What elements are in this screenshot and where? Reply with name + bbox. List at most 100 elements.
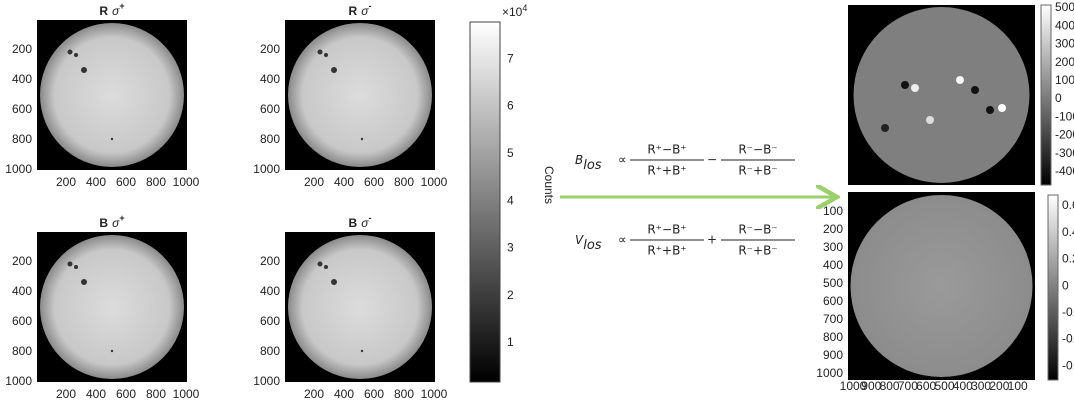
lhs-symbol: V [575,233,584,247]
colorbar-tick-label: 500 [1055,0,1074,14]
y-tick-label: 1000 [5,374,32,388]
title-letter: R [99,4,108,18]
y-tick-label: 700 [823,312,843,326]
y-tick-label: 600 [260,102,280,116]
solar-disk [288,235,432,379]
sunspot [74,53,78,57]
y-tick-label: 1000 [816,366,843,380]
sunspot [81,67,87,73]
magnetic-region [911,84,919,92]
y-tick-label: 800 [260,132,280,146]
magnetic-region [986,106,994,114]
title-letter: B [349,216,358,230]
x-tick-label: 300 [971,379,991,393]
y-tick-label: 200 [260,42,280,56]
y-tick-label: 800 [260,344,280,358]
x-tick-label: 600 [116,387,136,400]
sunspot [331,279,337,285]
y-tick-label: 800 [12,132,32,146]
y-tick-label: 500 [823,276,843,290]
sunspot [67,261,73,267]
colorbar-tick-label: 300 [1055,37,1074,51]
y-tick-label: 400 [260,284,280,298]
y-tick-label: 400 [823,258,843,272]
colorbar-label: Counts [542,166,556,204]
title-letter: R [349,4,358,18]
x-tick-label: 600 [364,387,384,400]
title-symbol: σ [112,216,120,230]
x-tick-label: 400 [334,387,354,400]
y-tick-label: 200 [260,254,280,268]
x-tick-label: 100 [1008,379,1028,393]
solar-disk [40,235,184,379]
y-tick-label: 800 [12,344,32,358]
y-tick-label: 1000 [253,374,280,388]
x-tick-label: 800 [146,387,166,400]
x-tick-label: 400 [334,175,354,189]
operator: + [707,233,717,247]
x-tick-label: 900 [861,379,881,393]
title-sign: - [368,1,371,11]
title-sign: + [119,213,124,223]
x-tick-label: 400 [86,175,106,189]
operator: − [707,153,717,167]
x-tick-label: 800 [394,175,414,189]
colorbar [469,21,501,383]
colorbar-tick-label: 5 [507,146,514,160]
y-tick-label: 600 [12,314,32,328]
magnetic-region [901,81,909,89]
colorbar-tick-label: 6 [507,99,514,113]
lhs-subscript: los [583,238,602,253]
solar-disk [288,23,432,167]
sunspot [67,49,73,55]
x-tick-label: 500 [934,379,954,393]
numerator: R⁺−B⁺ [647,143,686,157]
y-tick-label: 600 [12,102,32,116]
x-tick-label: 200 [56,175,76,189]
y-tick-label: 100 [823,204,843,218]
x-tick-label: 800 [880,379,900,393]
title-letter: B [99,216,108,230]
x-tick-label: 200 [304,387,324,400]
x-tick-label: 800 [394,387,414,400]
y-tick-label: 200 [12,254,32,268]
sunspot [360,349,364,353]
colorbar-tick-label: 3 [507,241,514,255]
y-tick-label: 600 [823,294,843,308]
lhs-subscript: los [583,158,602,173]
y-tick-label: 200 [823,222,843,236]
y-tick-label: 600 [260,314,280,328]
colorbar-tick-label: 1 [507,335,514,349]
title-sign: - [368,213,371,223]
multiplier-base: ×10 [502,5,523,19]
lhs-symbol: B [575,153,583,167]
x-tick-label: 400 [953,379,973,393]
title-sign: + [119,1,124,11]
x-tick-label: 200 [304,175,324,189]
denominator: R⁺+B⁺ [647,244,686,258]
magnetic-region [971,86,979,94]
sunspot [360,137,364,141]
title-symbol: σ [112,4,120,18]
relation: ∝ [618,233,627,247]
x-tick-label: 1000 [173,175,200,189]
magnetogram-disk [853,7,1030,183]
y-tick-label: 400 [260,72,280,86]
equation-lhs: Vlos [575,233,602,253]
magnetic-region [881,124,889,132]
x-tick-label: 600 [916,379,936,393]
y-tick-label: 400 [12,72,32,86]
colorbar-tick-label: 0.6 [1062,198,1074,212]
colorbar-tick-label: 2 [507,288,514,302]
magnetogram-colorbar [1040,4,1052,186]
x-tick-label: 1000 [421,387,448,400]
sunspot [324,53,328,57]
colorbar-tick-label: 100 [1055,73,1074,87]
colorbar-multiplier: ×104 [502,3,527,19]
numerator: R⁻−B⁻ [738,223,777,237]
denominator: R⁻+B⁻ [738,244,777,258]
x-tick-label: 400 [86,387,106,400]
